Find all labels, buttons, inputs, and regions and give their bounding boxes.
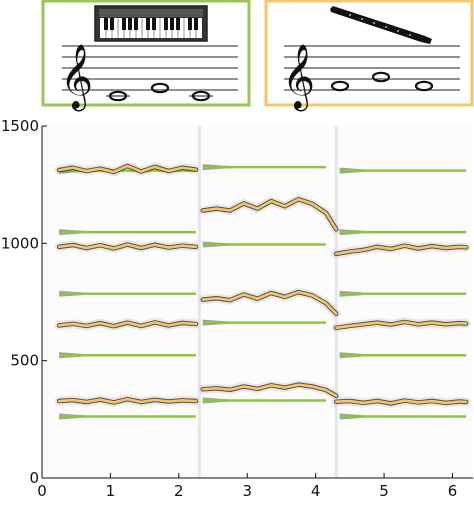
x-tick-label: 5 xyxy=(379,482,389,500)
harmonic-line xyxy=(202,241,326,248)
x-tick-label: 1 xyxy=(106,482,116,500)
series-line xyxy=(56,242,199,251)
x-tick-label: 4 xyxy=(311,482,321,500)
treble-clef-icon: 𝄞 xyxy=(282,44,315,111)
pitch-tracks xyxy=(56,163,469,406)
note-icon xyxy=(150,82,170,94)
harmonic-line xyxy=(339,352,467,359)
x-ticks: 0 1 2 3 4 5 6 xyxy=(37,473,457,500)
clarinet-panel: 𝄞 xyxy=(264,0,474,111)
harmonic-line xyxy=(339,167,467,174)
note-icon xyxy=(414,80,434,92)
x-tick-label: 0 xyxy=(37,482,47,500)
harmonic-line xyxy=(59,229,196,236)
y-tick-label: 1000 xyxy=(1,234,39,252)
harmonic-line xyxy=(339,290,467,297)
series-line xyxy=(56,320,199,329)
note-icon xyxy=(371,71,391,83)
clarinet-icon xyxy=(330,6,432,44)
harmonic-line xyxy=(202,397,326,404)
series-line xyxy=(56,163,199,175)
clarinet-staff xyxy=(284,45,460,91)
harmonic-line xyxy=(339,413,467,420)
series-line xyxy=(200,289,339,316)
series-line xyxy=(200,382,339,399)
series-line xyxy=(56,396,199,405)
spectrogram-chart: 0 1 2 3 4 5 6 0 500 1000 1500 xyxy=(1,117,473,500)
harmonic-line xyxy=(202,319,326,326)
x-tick-label: 3 xyxy=(242,482,252,500)
harmonic-line xyxy=(59,352,196,359)
clarinet-notes xyxy=(330,71,434,92)
treble-clef-icon: 𝄞 xyxy=(60,44,93,111)
series-line xyxy=(333,398,469,406)
piano-keyboard-icon xyxy=(94,5,208,42)
harmonic-line xyxy=(339,229,467,236)
y-ticks: 0 500 1000 1500 xyxy=(1,117,47,487)
series-line xyxy=(333,243,469,257)
series-line xyxy=(333,319,469,331)
harmonic-line xyxy=(202,164,326,171)
x-tick-label: 2 xyxy=(174,482,184,500)
series-line xyxy=(200,196,339,232)
x-tick-label: 6 xyxy=(448,482,458,500)
piano-panel: 𝄞 xyxy=(41,0,251,111)
y-tick-label: 500 xyxy=(10,352,39,370)
piano-notes xyxy=(106,82,213,102)
note-icon xyxy=(330,80,350,92)
harmonic-line xyxy=(59,290,196,297)
harmonic-line xyxy=(59,413,196,420)
piano-staff xyxy=(62,45,238,91)
y-tick-label: 0 xyxy=(29,469,39,487)
y-tick-label: 1500 xyxy=(1,117,39,135)
